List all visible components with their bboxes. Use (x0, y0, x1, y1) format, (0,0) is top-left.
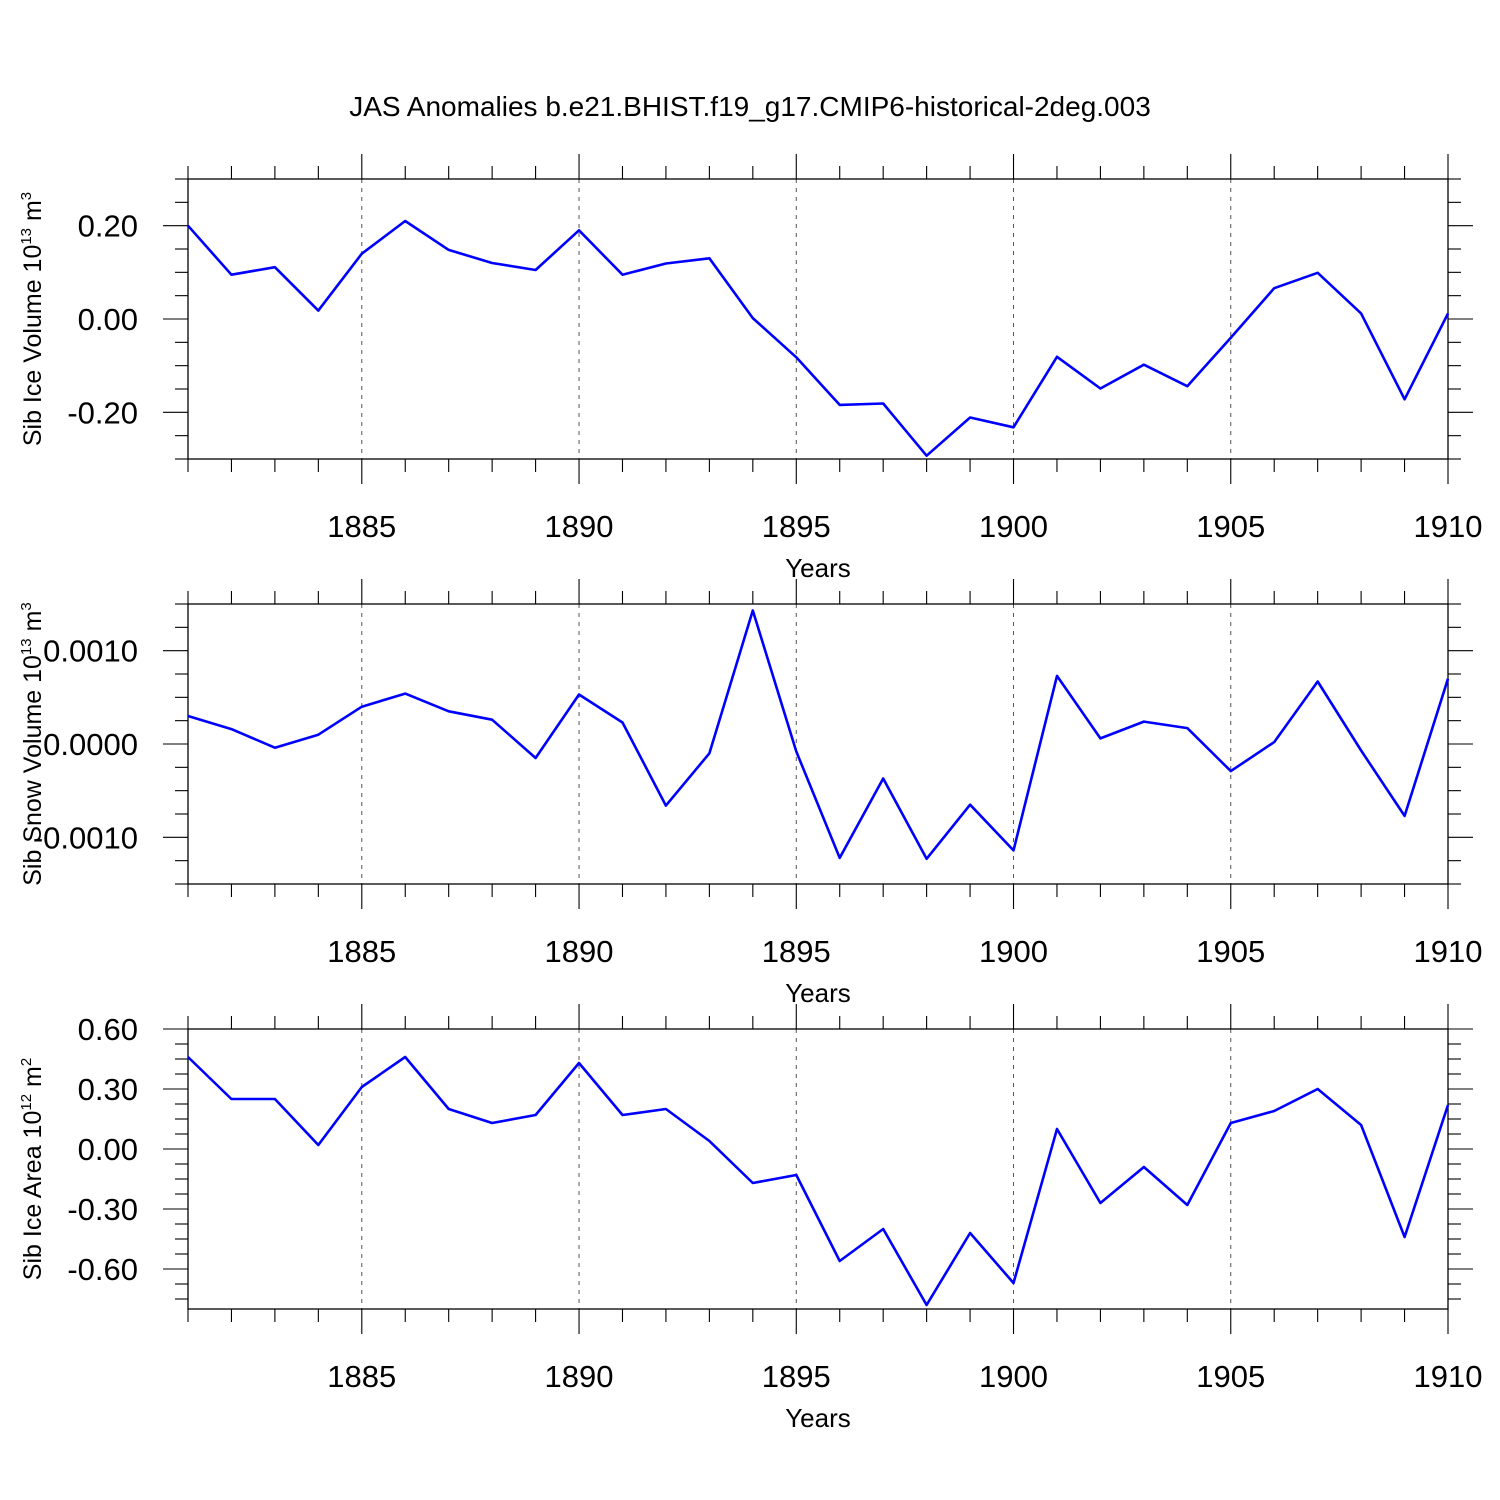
x-axis-label: Years (785, 978, 851, 1008)
y-tick-label: 0.0000 (43, 727, 138, 762)
y-axis-label-unit-exponent: 2 (18, 1058, 35, 1066)
x-axis-label: Years (785, 553, 851, 583)
y-axis-label-unit: m (19, 1066, 47, 1094)
y-axis-label-unit: m (19, 611, 47, 639)
x-tick-label: 1890 (545, 934, 614, 969)
x-axis-label: Years (785, 1403, 851, 1433)
y-axis-label-unit-exponent: 3 (18, 192, 35, 200)
y-axis-label: Sib Ice Area 1012 m2 (18, 1058, 47, 1280)
x-tick-label: 1905 (1196, 509, 1265, 544)
y-tick-label: -0.20 (67, 395, 138, 430)
y-tick-label: -0.30 (67, 1192, 138, 1227)
y-axis-label-exponent: 13 (18, 638, 35, 655)
y-tick-label: -0.60 (67, 1252, 138, 1287)
y-tick-label: 0.0010 (43, 634, 138, 669)
y-axis-label-exponent: 13 (18, 228, 35, 245)
y-axis-label-text: Sib Ice Area 10 (19, 1111, 47, 1281)
x-tick-label: 1885 (327, 1359, 396, 1394)
y-tick-label: -0.0010 (33, 820, 138, 855)
x-tick-label: 1905 (1196, 1359, 1265, 1394)
y-axis-label-text: Sib Snow Volume 10 (19, 655, 47, 886)
panel-3: 0.60 0.30 0.00 -0.30 -0.60 1885 1890 1895 1900 19… (18, 1004, 1482, 1433)
y-tick-label: 0.00 (78, 302, 138, 337)
plot-frame (187, 178, 1449, 460)
x-tick-label: 1885 (327, 509, 396, 544)
x-tick-label: 1895 (762, 509, 831, 544)
y-axis-label-text: Sib Ice Volume 10 (19, 245, 47, 447)
y-tick-label: 0.60 (78, 1012, 138, 1047)
y-axis-label-exponent: 12 (18, 1094, 35, 1111)
chart-title: JAS Anomalies b.e21.BHIST.f19_g17.CMIP6-… (349, 91, 1151, 122)
y-tick-label: 0.00 (78, 1132, 138, 1167)
plot-frame (187, 603, 1449, 885)
x-tick-label: 1910 (1414, 1359, 1483, 1394)
x-tick-label: 1895 (762, 1359, 831, 1394)
y-axis-label: Sib Ice Volume 1013 m3 (18, 192, 47, 446)
x-tick-label: 1895 (762, 934, 831, 969)
x-tick-label: 1900 (979, 934, 1048, 969)
series-line-2 (187, 609, 1450, 861)
x-tick-label: 1885 (327, 934, 396, 969)
plot-frame (187, 1028, 1449, 1310)
x-tick-label: 1900 (979, 1359, 1048, 1394)
y-axis-label-unit-exponent: 3 (18, 602, 35, 610)
x-tick-label: 1910 (1414, 509, 1483, 544)
panel-2: 0.0010 0.0000 -0.0010 1885 1890 1895 1900 1905 1… (18, 579, 1482, 1008)
y-axis-label-unit: m (19, 200, 47, 228)
y-axis-label: Sib Snow Volume 1013 m3 (18, 602, 47, 886)
x-tick-label: 1890 (545, 509, 614, 544)
series-line-1 (187, 219, 1450, 458)
panel-1: 0.20 0.00 -0.20 1885 1890 1895 1900 1905 1910 Yea… (18, 154, 1482, 583)
x-tick-label: 1910 (1414, 934, 1483, 969)
y-tick-label: 0.30 (78, 1072, 138, 1107)
y-tick-label: 0.20 (78, 209, 138, 244)
x-tick-label: 1900 (979, 509, 1048, 544)
series-line-3 (187, 1055, 1450, 1307)
x-tick-label: 1890 (545, 1359, 614, 1394)
x-tick-label: 1905 (1196, 934, 1265, 969)
